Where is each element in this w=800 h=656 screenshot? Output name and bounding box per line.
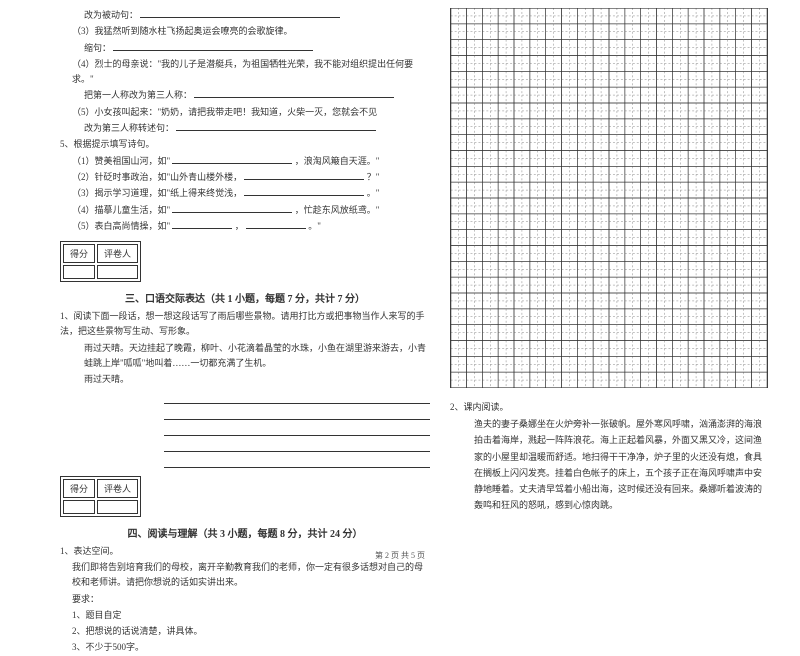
page-footer: 第 2 页 共 5 页 — [0, 550, 800, 561]
q5-3: （3）揭示学习道理，如"纸上得来终觉浅， 。" — [60, 186, 430, 201]
s4-req1: 1、题目自定 — [60, 608, 430, 623]
s3-body1: 雨过天晴。天边挂起了晚霞，柳叶、小花滴着晶莹的水珠，小鱼在湖里游来游去，小青蛙跳… — [60, 341, 430, 372]
score-header: 得分 — [63, 479, 95, 498]
left-column: 改为被动句： （3）我猛然听到随水柱飞扬起奥运会嘹亮的会歌旋律。 缩句： （4）… — [60, 8, 430, 545]
answer-blank[interactable] — [244, 186, 364, 196]
text: （2）针砭时事政治，如"山外青山楼外楼， — [72, 172, 242, 182]
q3-sub3: （3）我猛然听到随水柱飞扬起奥运会嘹亮的会歌旋律。 — [60, 24, 430, 39]
text: ， — [235, 221, 244, 231]
score-table: 得分 评卷人 — [60, 476, 141, 517]
answer-blank[interactable] — [172, 203, 292, 213]
q3-passive-label: 改为被动句： — [60, 8, 430, 23]
answer-blank[interactable] — [244, 170, 364, 180]
q3-sub4-label: 把第一人称改为第三人称： — [60, 88, 430, 103]
s4-req2: 2、把想说的话说清楚，讲具体。 — [60, 624, 430, 639]
q5-2: （2）针砭时事政治，如"山外青山楼外楼， ？" — [60, 170, 430, 185]
answer-line[interactable] — [164, 394, 430, 404]
right-q2: 2、课内阅读。 — [450, 400, 770, 415]
answer-line[interactable] — [164, 458, 430, 468]
answer-blank[interactable] — [172, 154, 292, 164]
score-header: 得分 — [63, 244, 95, 263]
answer-blank[interactable] — [140, 8, 340, 18]
right-column: 2、课内阅读。 渔夫的妻子桑娜坐在火炉旁补一张破帆。屋外寒风呼啸，汹涌澎湃的海浪… — [450, 8, 770, 545]
text: 把第一人称改为第三人称： — [84, 90, 192, 100]
text: （3）揭示学习道理，如"纸上得来终觉浅， — [72, 188, 242, 198]
score-cell[interactable] — [63, 500, 95, 514]
grid-svg — [450, 8, 768, 388]
text: 。" — [367, 188, 380, 198]
q5-4: （4）描摹儿童生活，如" ，忙趁东风放纸鸢。" — [60, 203, 430, 218]
q3-sub5-label: 改为第三人称转述句： — [60, 121, 430, 136]
text: ？" — [367, 172, 380, 182]
q3-sub3-label: 缩句： — [60, 41, 430, 56]
text: （5）表白高尚情操，如" — [72, 221, 170, 231]
grader-header: 评卷人 — [97, 244, 138, 263]
answer-line[interactable] — [164, 410, 430, 420]
right-body: 渔夫的妻子桑娜坐在火炉旁补一张破帆。屋外寒风呼啸，汹涌澎湃的海浪拍击着海岸，溅起… — [450, 416, 770, 513]
text: 。" — [308, 221, 321, 231]
score-cell[interactable] — [63, 265, 95, 279]
answer-blank[interactable] — [176, 121, 376, 131]
q5-1: （1）赞美祖国山河，如" ，浪淘风簸自天涯。" — [60, 154, 430, 169]
text: ，浪淘风簸自天涯。" — [295, 156, 380, 166]
q5-5: （5）表白高尚情操，如" ， 。" — [60, 219, 430, 234]
section-3-title: 三、口语交际表达（共 1 小题，每题 7 分，共计 7 分） — [60, 290, 430, 305]
s3-body2-area: 雨过天晴。 — [60, 372, 430, 467]
text: （4）描摹儿童生活，如" — [72, 205, 170, 215]
text: ，忙趁东风放纸鸢。" — [295, 205, 380, 215]
answer-blank[interactable] — [194, 88, 394, 98]
answer-line[interactable] — [164, 442, 430, 452]
q5-title: 5、根据提示填写诗句。 — [60, 137, 430, 152]
grader-header: 评卷人 — [97, 479, 138, 498]
text: 改为第三人称转述句： — [84, 123, 174, 133]
grader-cell[interactable] — [97, 500, 138, 514]
answer-blank[interactable] — [172, 219, 232, 229]
composition-grid[interactable] — [450, 8, 768, 388]
text: 改为被动句： — [84, 10, 138, 20]
q3-sub5: （5）小女孩叫起来："奶奶，请把我带走吧！我知道，火柴一灭，您就会不见 — [60, 105, 430, 120]
grader-cell[interactable] — [97, 265, 138, 279]
score-table: 得分 评卷人 — [60, 241, 141, 282]
q3-sub4: （4）烈士的母亲说："我的儿子是潜艇兵，为祖国牺牲光荣，我不能对组织提出任何要求… — [60, 57, 430, 88]
answer-blank[interactable] — [113, 41, 313, 51]
answer-blank[interactable] — [246, 219, 306, 229]
section-4-title: 四、阅读与理解（共 3 小题，每题 8 分，共计 24 分） — [60, 525, 430, 540]
text: （1）赞美祖国山河，如" — [72, 156, 170, 166]
s3-q1: 1、阅读下面一段话，想一想这段话写了雨后哪些景物。请用打比方或把事物当作人来写的… — [60, 309, 430, 340]
page-container: 改为被动句： （3）我猛然听到随水柱飞扬起奥运会嘹亮的会歌旋律。 缩句： （4）… — [0, 0, 800, 565]
s4-req: 要求： — [60, 592, 430, 607]
s4-req3: 3、不少于500字。 — [60, 640, 430, 655]
text: 雨过天晴。 — [84, 374, 129, 384]
answer-line[interactable] — [164, 426, 430, 436]
text: 缩句： — [84, 43, 111, 53]
